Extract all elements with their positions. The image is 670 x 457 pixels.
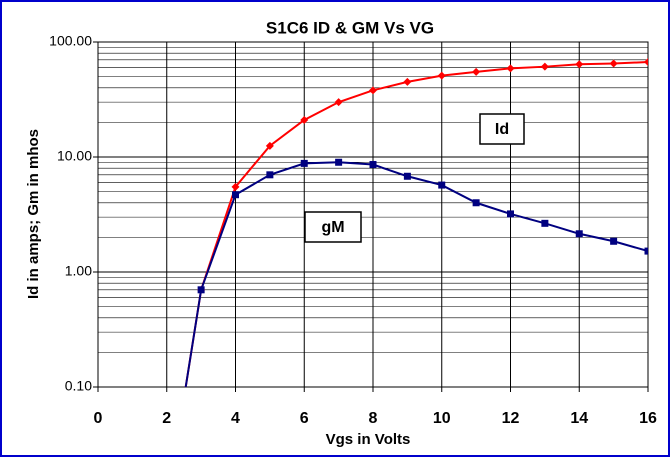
marker <box>437 71 446 80</box>
y-tick-label: 0.10 <box>65 378 92 394</box>
x-tick-label: 10 <box>433 410 451 427</box>
marker <box>438 181 446 189</box>
chart-title: S1C6 ID & GM Vs VG <box>266 18 434 37</box>
x-tick-label: 6 <box>300 410 309 427</box>
x-axis-label: Vgs in Volts <box>326 431 411 448</box>
marker <box>232 191 239 199</box>
legend-box <box>304 211 362 243</box>
marker <box>334 98 343 107</box>
plot-border <box>97 41 649 388</box>
marker <box>540 62 549 71</box>
x-tick-label: 14 <box>570 410 588 427</box>
marker <box>644 247 648 255</box>
marker <box>300 115 309 124</box>
marker <box>506 64 515 73</box>
marker <box>575 230 583 238</box>
marker <box>369 86 377 95</box>
marker <box>403 172 411 180</box>
marker <box>231 182 240 191</box>
x-tick-label: 16 <box>639 410 657 427</box>
marker <box>575 60 584 69</box>
y-tick-label: 10.00 <box>57 148 92 164</box>
y-tick-label: 1.00 <box>65 263 92 279</box>
y-tick-label: 100.00 <box>49 33 92 49</box>
marker <box>369 161 377 169</box>
marker <box>507 210 514 218</box>
marker <box>266 171 274 179</box>
marker <box>644 58 648 67</box>
marker <box>300 159 308 167</box>
marker <box>335 158 343 166</box>
marker <box>403 77 412 86</box>
marker <box>609 59 618 68</box>
marker <box>541 219 549 227</box>
plot-area <box>184 58 648 387</box>
y-axis-label: Id in amps; Gm in mhos <box>25 129 42 299</box>
marker <box>197 286 205 294</box>
x-tick-label: 2 <box>162 410 171 427</box>
x-tick-label: 8 <box>369 410 378 427</box>
x-tick-label: 12 <box>502 410 520 427</box>
legend-label: Id <box>495 121 509 138</box>
marker <box>265 141 274 150</box>
x-tick-label: 0 <box>94 410 103 427</box>
x-tick-label: 4 <box>231 410 240 427</box>
legend-box <box>479 113 525 145</box>
marker <box>610 237 618 245</box>
marker <box>472 199 480 207</box>
marker <box>472 67 481 76</box>
legend-label: gM <box>321 219 344 236</box>
